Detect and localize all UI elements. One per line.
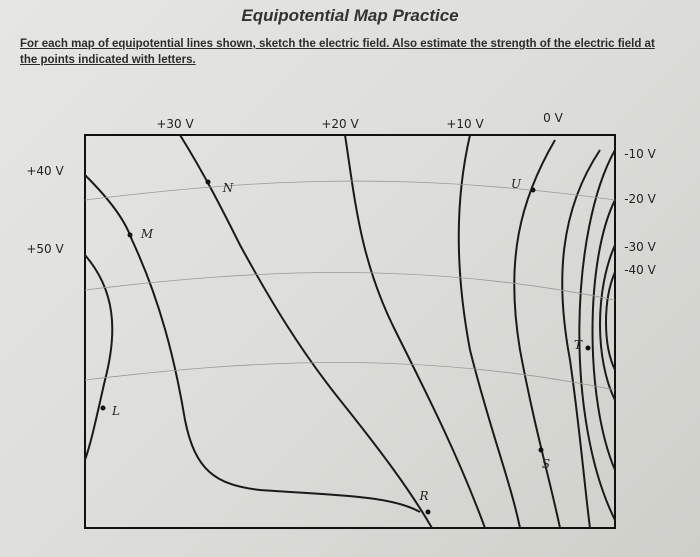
- line-plus50: [84, 254, 114, 461]
- voltage-label: +20 V: [321, 117, 359, 131]
- line-minus30: [599, 244, 616, 401]
- line-minus10: [578, 149, 616, 521]
- voltage-label: +50 V: [26, 242, 64, 256]
- line-plus10: [457, 134, 521, 529]
- point-label: R: [418, 489, 428, 503]
- voltage-label: +30 V: [156, 117, 194, 131]
- line-zero: [513, 139, 561, 529]
- point-dots: [100, 179, 591, 515]
- instructions: the points indicated with letters.: [20, 54, 196, 66]
- voltage-label: 0 V: [543, 111, 563, 125]
- line-plus30: [179, 134, 433, 529]
- point-label: U: [511, 177, 522, 191]
- line-minus5: [561, 149, 601, 529]
- equipotential-lines: [84, 134, 616, 529]
- point-label: M: [140, 227, 154, 241]
- title: Equipotential Map Practice: [241, 6, 459, 25]
- instructions: For each map of equipotential lines show…: [20, 38, 655, 50]
- voltage-label: -20 V: [624, 192, 656, 206]
- voltage-label: +40 V: [26, 164, 64, 178]
- voltage-label: -40 V: [624, 263, 656, 277]
- point-label: T: [574, 338, 583, 352]
- voltage-label: -30 V: [624, 240, 656, 254]
- faint-lines: [84, 180, 616, 391]
- map-frame: [84, 134, 616, 529]
- point-label: L: [111, 404, 120, 418]
- line-minus20: [591, 199, 616, 471]
- point-label: N: [222, 181, 234, 195]
- line-minus40: [605, 271, 616, 371]
- point-label: S: [542, 457, 550, 471]
- voltage-label: -10 V: [624, 147, 656, 161]
- line-plus40: [84, 174, 421, 513]
- line-plus20: [344, 134, 486, 529]
- voltage-label: +10 V: [446, 117, 484, 131]
